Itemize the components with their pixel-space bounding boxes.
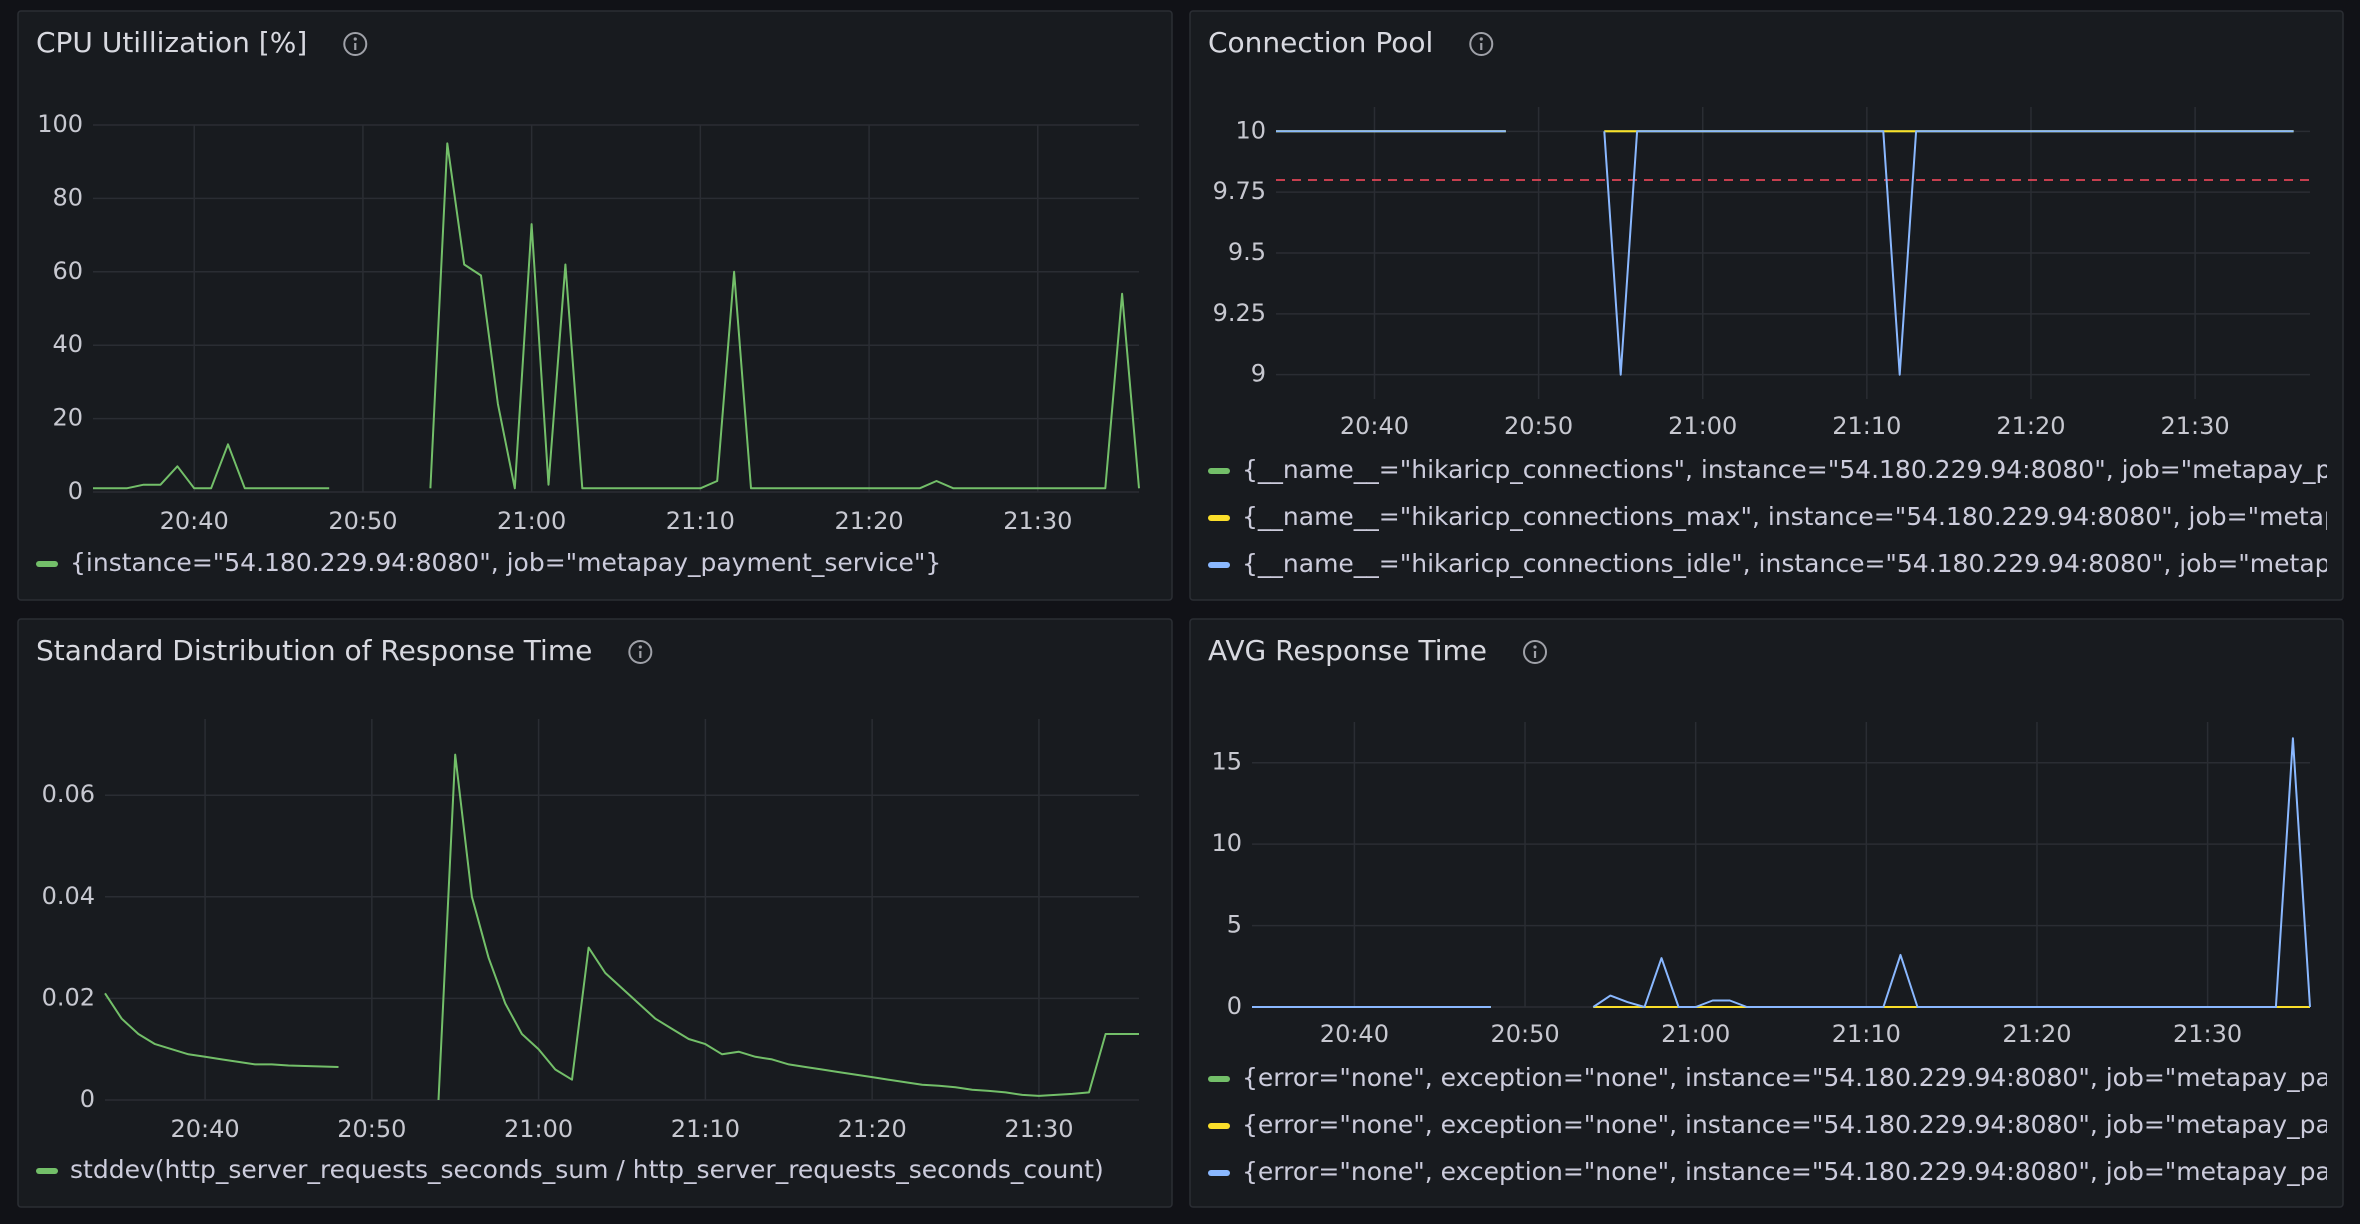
y-tick-label: 0.06	[42, 780, 95, 808]
panel-title: Standard Distribution of Response Time	[36, 634, 592, 667]
x-tick-label: 21:10	[1832, 412, 1901, 440]
x-tick-label: 21:00	[497, 507, 566, 535]
legend: {instance="54.180.229.94:8080", job="met…	[36, 548, 941, 577]
legend-swatch	[1208, 562, 1230, 568]
legend-label: {error="none", exception="none", instanc…	[1242, 1157, 2360, 1186]
legend-label: {__name__="hikaricp_connections_idle", i…	[1242, 549, 2360, 578]
x-tick-label: 20:50	[328, 507, 397, 535]
panel	[17, 10, 1173, 601]
legend-swatch	[1208, 1123, 1230, 1129]
info-icon	[343, 32, 368, 56]
x-tick-label: 20:50	[1490, 1020, 1559, 1048]
y-tick-label: 0.04	[42, 882, 95, 910]
y-tick-label: 10	[1235, 116, 1266, 144]
legend: {error="none", exception="none", instanc…	[1208, 1063, 2360, 1186]
panel	[17, 618, 1173, 1208]
series-line	[1276, 130, 2294, 376]
info-icon	[628, 640, 653, 664]
panel-title: Connection Pool	[1208, 26, 1433, 59]
x-tick-label: 21:10	[671, 1115, 740, 1143]
y-tick-label: 0	[1227, 992, 1242, 1020]
info-icon	[1523, 640, 1548, 664]
x-tick-label: 21:10	[1832, 1020, 1901, 1048]
y-tick-label: 0.02	[42, 983, 95, 1011]
legend-label: stddev(http_server_requests_seconds_sum …	[70, 1155, 1104, 1184]
legend: {__name__="hikaricp_connections", instan…	[1208, 455, 2360, 578]
panel	[1189, 10, 2344, 601]
x-tick-label: 21:00	[1668, 412, 1737, 440]
x-tick-label: 20:40	[170, 1115, 239, 1143]
panel	[1189, 618, 2344, 1208]
info-icon-dot	[1479, 37, 1483, 41]
x-tick-label: 21:30	[1004, 1115, 1073, 1143]
legend-label: {__name__="hikaricp_connections", instan…	[1242, 455, 2360, 484]
x-tick-label: 21:20	[2002, 1020, 2071, 1048]
y-tick-label: 40	[52, 330, 83, 358]
x-tick-label: 21:30	[2173, 1020, 2242, 1048]
x-tick-label: 21:30	[1003, 507, 1072, 535]
y-tick-label: 100	[37, 110, 83, 138]
legend-swatch	[1208, 1170, 1230, 1176]
info-icon-dot	[638, 645, 642, 649]
x-tick-label: 21:20	[834, 507, 903, 535]
y-tick-label: 0	[68, 477, 83, 505]
x-tick-label: 21:20	[838, 1115, 907, 1143]
x-tick-label: 21:30	[2161, 412, 2230, 440]
legend-label: {error="none", exception="none", instanc…	[1242, 1063, 2360, 1092]
x-tick-label: 21:00	[1661, 1020, 1730, 1048]
y-tick-label: 5	[1227, 911, 1242, 939]
x-tick-label: 20:50	[337, 1115, 406, 1143]
panel-title: CPU Utillization [%]	[36, 26, 307, 59]
legend-label: {__name__="hikaricp_connections_max", in…	[1242, 502, 2360, 531]
info-icon	[1469, 32, 1494, 56]
y-tick-label: 9.25	[1213, 299, 1266, 327]
series-line	[104, 753, 1139, 1101]
legend-swatch	[1208, 1076, 1230, 1082]
legend-swatch	[36, 1168, 58, 1174]
legend-swatch	[36, 561, 58, 567]
y-tick-label: 9.5	[1228, 238, 1266, 266]
info-icon-dot	[353, 37, 357, 41]
x-tick-label: 20:50	[1504, 412, 1573, 440]
y-tick-label: 15	[1211, 748, 1242, 776]
series-line	[1252, 737, 2311, 1008]
x-tick-label: 21:10	[666, 507, 735, 535]
legend-label: {instance="54.180.229.94:8080", job="met…	[70, 548, 941, 577]
x-tick-label: 21:20	[1996, 412, 2065, 440]
info-icon-dot	[1533, 645, 1537, 649]
x-tick-label: 20:40	[160, 507, 229, 535]
y-tick-label: 10	[1211, 829, 1242, 857]
legend-swatch	[1208, 468, 1230, 474]
legend-label: {error="none", exception="none", instanc…	[1242, 1110, 2360, 1139]
y-tick-label: 20	[52, 404, 83, 432]
y-tick-label: 60	[52, 257, 83, 285]
x-tick-label: 20:40	[1340, 412, 1409, 440]
y-tick-label: 9	[1251, 360, 1266, 388]
y-tick-label: 80	[52, 183, 83, 211]
x-tick-label: 21:00	[504, 1115, 573, 1143]
series-line	[93, 142, 1140, 490]
legend-swatch	[1208, 515, 1230, 521]
legend: stddev(http_server_requests_seconds_sum …	[36, 1155, 1104, 1184]
x-tick-label: 20:40	[1320, 1020, 1389, 1048]
y-tick-label: 0	[80, 1085, 95, 1113]
y-tick-label: 9.75	[1213, 177, 1266, 205]
panel-title: AVG Response Time	[1208, 634, 1487, 667]
